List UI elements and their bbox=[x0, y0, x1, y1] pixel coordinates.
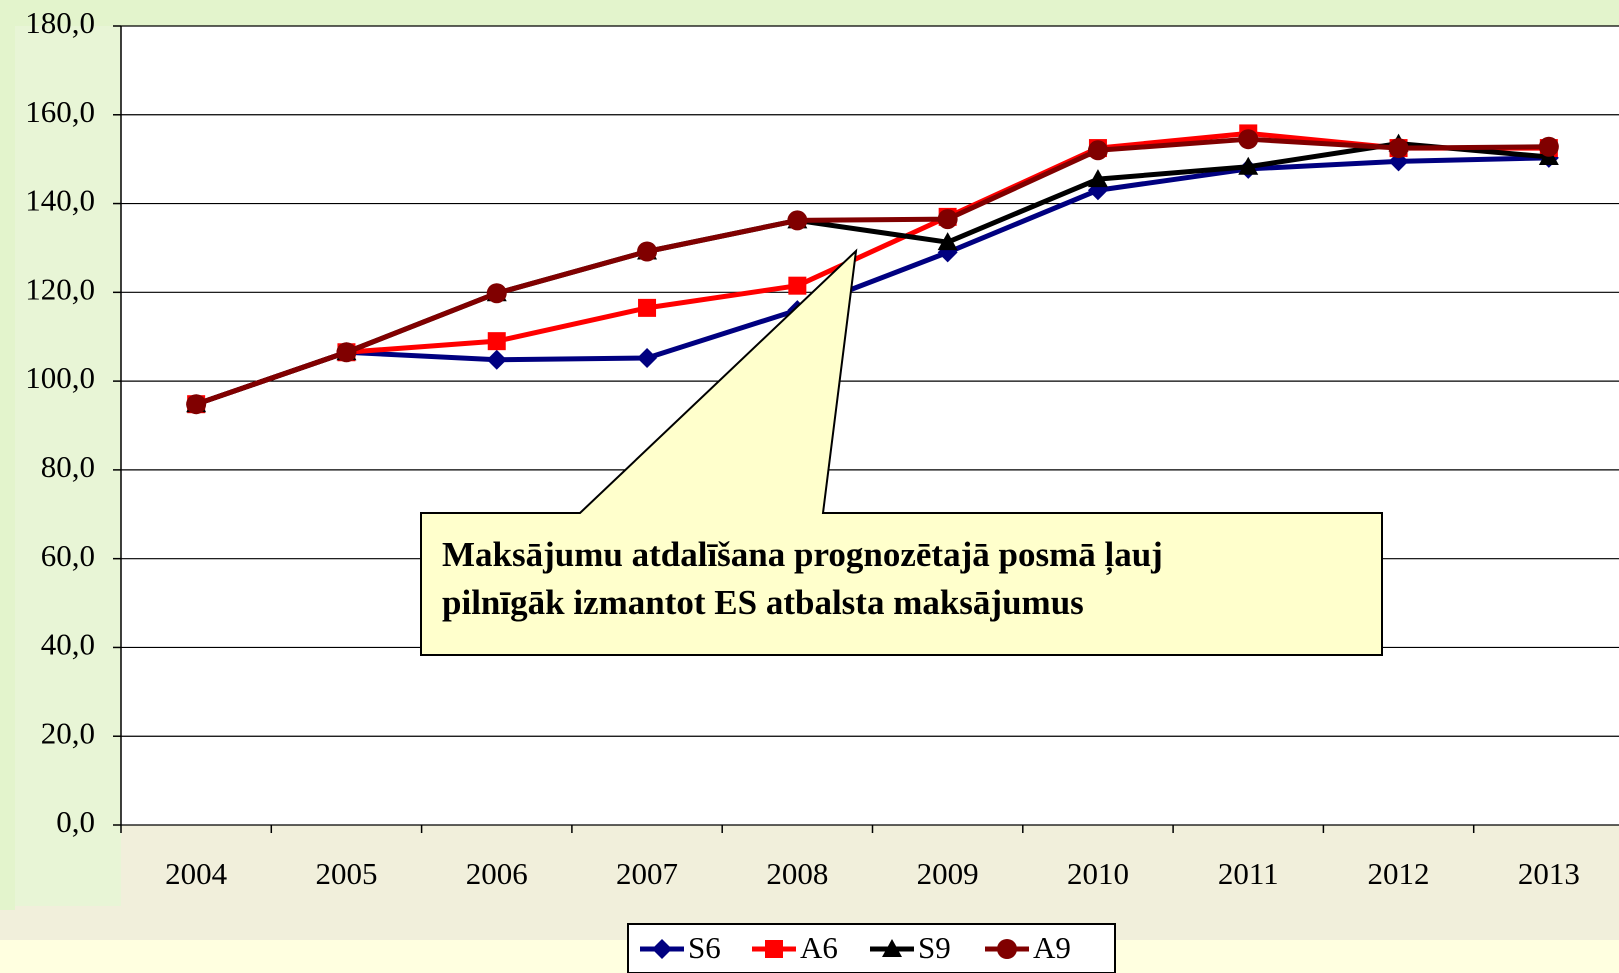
x-tick-label: 2007 bbox=[616, 856, 678, 891]
x-tick-label: 2006 bbox=[466, 856, 528, 891]
y-tick-label: 120,0 bbox=[25, 271, 95, 306]
data-point bbox=[637, 241, 658, 262]
x-tick-label: 2011 bbox=[1218, 856, 1279, 891]
data-point bbox=[487, 332, 506, 351]
x-tick-label: 2013 bbox=[1518, 856, 1580, 891]
y-tick-label: 160,0 bbox=[25, 94, 95, 129]
data-point bbox=[486, 283, 507, 304]
series-line bbox=[195, 155, 1549, 407]
left-band bbox=[15, 26, 121, 906]
data-point bbox=[937, 232, 958, 251]
data-point bbox=[787, 210, 808, 231]
data-point bbox=[336, 342, 357, 363]
series-line bbox=[195, 136, 1549, 407]
x-tick-label: 2012 bbox=[1368, 856, 1430, 891]
top-band bbox=[0, 0, 1619, 26]
legend-label: A9 bbox=[1033, 930, 1071, 965]
x-tick-label: 2008 bbox=[766, 856, 828, 891]
data-point bbox=[186, 394, 207, 415]
annotation: Maksājumu atdalīšana prognozētajā posmā … bbox=[420, 248, 1383, 656]
x-tick-label: 2009 bbox=[917, 856, 979, 891]
legend-label: S9 bbox=[918, 930, 951, 965]
legend-marker bbox=[882, 939, 902, 957]
data-point bbox=[1238, 156, 1259, 175]
data-point bbox=[486, 349, 507, 370]
y-tick-label: 0,0 bbox=[56, 804, 95, 839]
legend-marker bbox=[997, 939, 1017, 959]
y-tick-label: 100,0 bbox=[25, 360, 95, 395]
y-tick-label: 40,0 bbox=[41, 627, 95, 662]
grid: 0,0 20,0 40,0 60,0 80,0 100,0 120,0 140,0 160,0 1… bbox=[25, 5, 1619, 891]
legend-label: S6 bbox=[688, 930, 721, 965]
data-point bbox=[1087, 169, 1108, 188]
legend-marker bbox=[765, 940, 783, 958]
y-tick-label: 80,0 bbox=[41, 449, 95, 484]
data-point bbox=[637, 348, 658, 369]
legend-label: A6 bbox=[800, 930, 838, 965]
annotation-text: pilnīgāk izmantot ES atbalsta maksājumus bbox=[442, 583, 1084, 622]
legend-items: S6 A6 S9 A9 bbox=[640, 930, 1071, 965]
y-tick-label: 20,0 bbox=[41, 715, 95, 750]
data-point bbox=[638, 298, 657, 317]
callout bbox=[420, 248, 1383, 656]
annotation-text: Maksājumu atdalīšana prognozētajā posmā … bbox=[442, 535, 1163, 576]
y-tick-label: 180,0 bbox=[25, 5, 95, 40]
data-point bbox=[788, 276, 807, 295]
x-tick-label: 2004 bbox=[165, 856, 228, 891]
legend-marker bbox=[652, 939, 672, 959]
y-tick-label: 140,0 bbox=[25, 183, 95, 218]
series bbox=[186, 124, 1559, 415]
data-point bbox=[1238, 129, 1259, 150]
data-point bbox=[1087, 140, 1108, 161]
plot-area bbox=[121, 26, 1619, 825]
data-point bbox=[1538, 136, 1559, 157]
data-point bbox=[937, 209, 958, 230]
data-point bbox=[1388, 138, 1409, 159]
left-band bbox=[0, 0, 15, 910]
y-tick-label: 60,0 bbox=[41, 538, 95, 573]
x-tick-label: 2005 bbox=[315, 856, 377, 891]
x-tick-label: 2010 bbox=[1067, 856, 1129, 891]
series-line bbox=[195, 130, 1549, 407]
